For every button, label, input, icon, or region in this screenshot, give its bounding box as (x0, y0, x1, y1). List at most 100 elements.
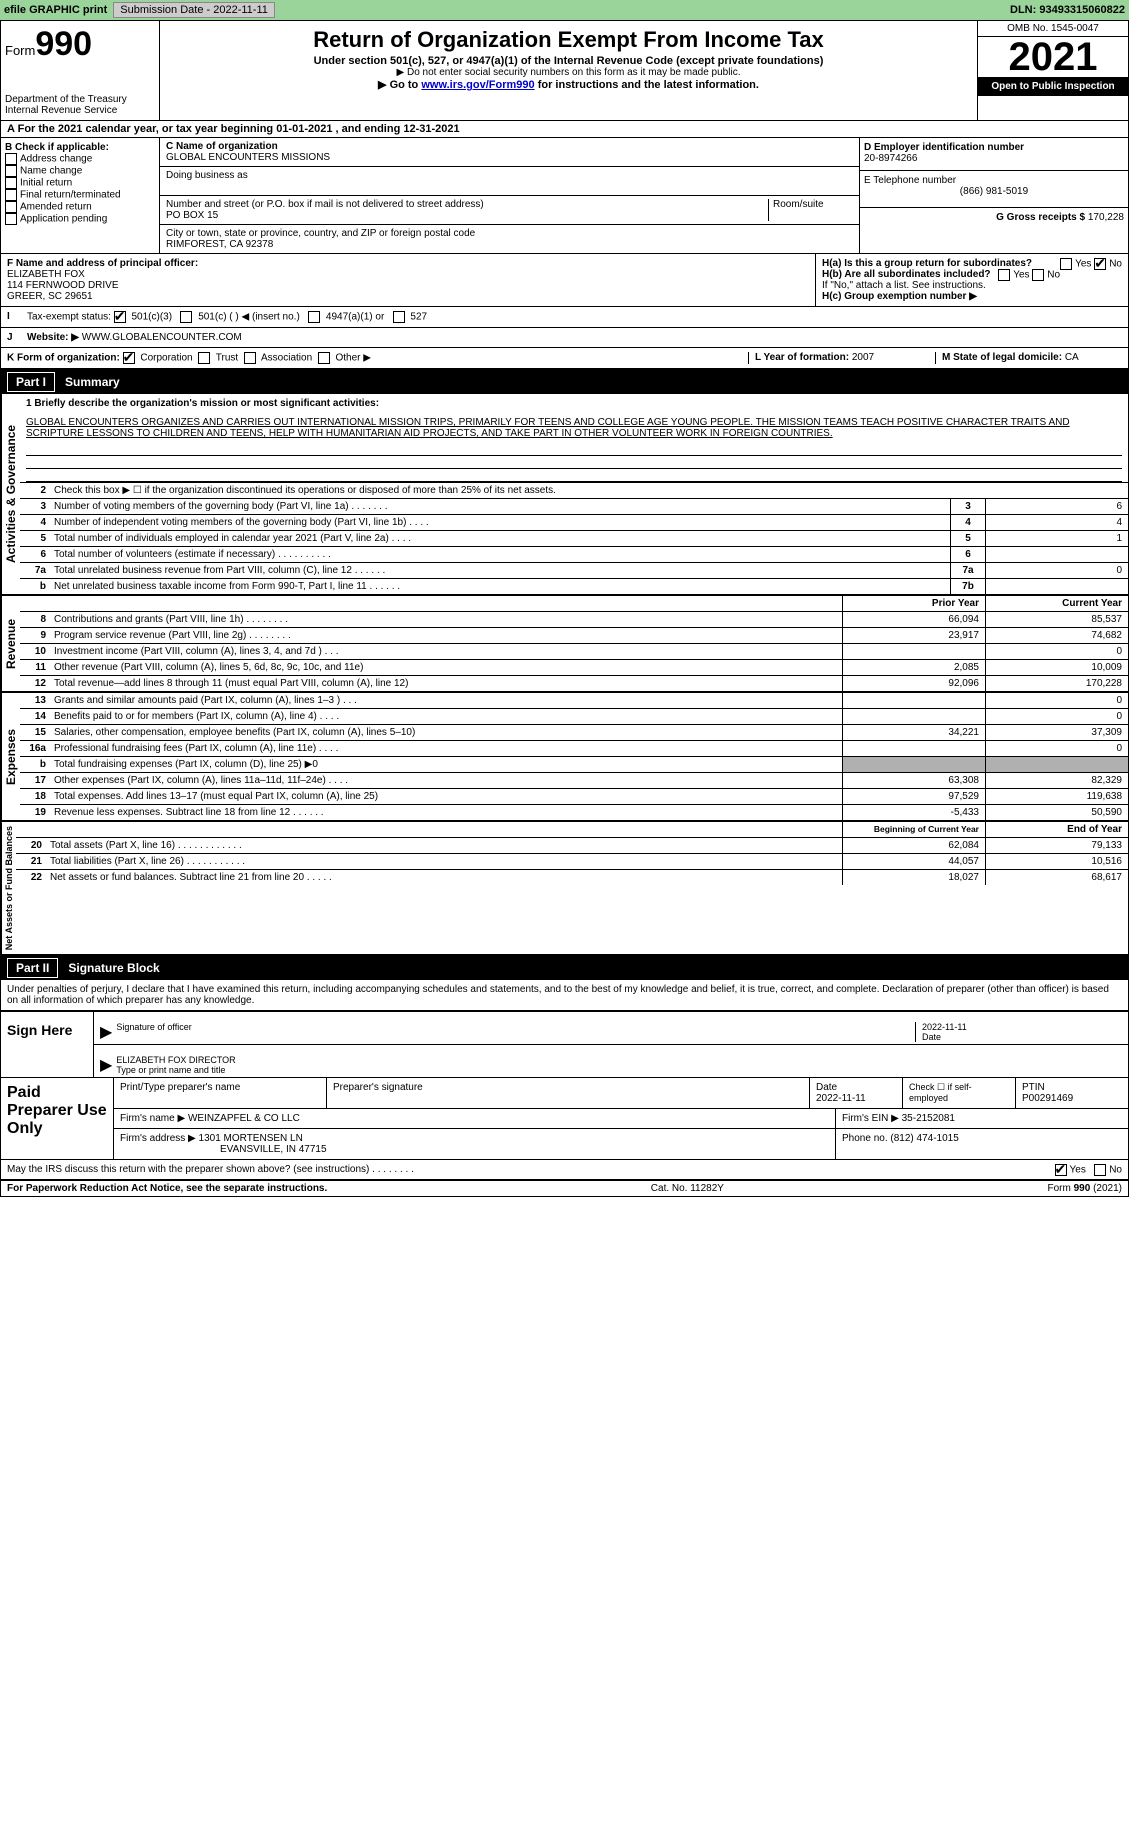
check-label: Initial return (20, 178, 72, 189)
line-desc: Grants and similar amounts paid (Part IX… (50, 693, 842, 708)
ptin-value: P00291469 (1022, 1093, 1122, 1104)
check-4947[interactable] (308, 311, 320, 323)
line-num: 4 (20, 515, 50, 530)
box-b: B Check if applicable: Address change Na… (1, 138, 160, 253)
line-num: 22 (16, 870, 46, 885)
hb-no-checkbox[interactable] (1032, 269, 1044, 281)
check-corp[interactable] (123, 352, 135, 364)
street-cell: Number and street (or P.O. box if mail i… (160, 196, 859, 225)
hc-label: H(c) Group exemption number ▶ (822, 291, 1122, 302)
line-desc: Salaries, other compensation, employee b… (50, 725, 842, 740)
sign-here-block: Sign Here ▶ Signature of officer 2022-11… (1, 1011, 1128, 1077)
city-value: RIMFOREST, CA 92378 (166, 239, 853, 250)
line-box: 4 (950, 515, 985, 530)
line-current: 10,009 (985, 660, 1128, 675)
line-desc: Total assets (Part X, line 16) . . . . .… (46, 838, 842, 853)
row-f-h: F Name and address of principal officer:… (1, 254, 1128, 307)
submission-date-button[interactable]: Submission Date - 2022-11-11 (113, 2, 275, 18)
netassets-label: Net Assets or Fund Balances (1, 822, 16, 954)
line-current: 50,590 (985, 805, 1128, 820)
ha-no-checkbox[interactable] (1094, 258, 1106, 270)
form-label: Form (5, 43, 35, 58)
irs-link[interactable]: www.irs.gov/Form990 (421, 79, 534, 91)
line-desc: Revenue less expenses. Subtract line 18 … (50, 805, 842, 820)
box-f: F Name and address of principal officer:… (1, 254, 816, 306)
line-desc: Benefits paid to or for members (Part IX… (50, 709, 842, 724)
check-other[interactable] (318, 352, 330, 364)
line-prior (842, 693, 985, 708)
sign-here-label: Sign Here (1, 1012, 94, 1077)
line-desc: Net unrelated business taxable income fr… (50, 579, 950, 594)
gross-receipts-label: G Gross receipts $ (996, 212, 1085, 223)
check-initial-return[interactable]: Initial return (5, 177, 155, 189)
check-amended[interactable]: Amended return (5, 201, 155, 213)
line-prior-shaded (842, 757, 985, 772)
entity-block: B Check if applicable: Address change Na… (1, 138, 1128, 254)
mission-label: 1 Briefly describe the organization's mi… (20, 394, 1128, 413)
col-prior-header: Prior Year (842, 596, 985, 611)
discuss-yes-checkbox[interactable] (1055, 1164, 1067, 1176)
line-prior: 92,096 (842, 676, 985, 691)
check-label: Amended return (20, 202, 92, 213)
footer-mid: Cat. No. 11282Y (651, 1183, 724, 1194)
line-prior (842, 741, 985, 756)
yes-label: Yes (1070, 1165, 1086, 1176)
check-501c3[interactable] (114, 311, 126, 323)
line-desc: Total fundraising expenses (Part IX, col… (50, 757, 842, 772)
hb-yes-checkbox[interactable] (998, 269, 1010, 281)
arrow-icon: ▶ (100, 1022, 112, 1042)
irs-label: Internal Revenue Service (5, 105, 155, 116)
check-application-pending[interactable]: Application pending (5, 213, 155, 225)
form-990-container: Form990 Department of the Treasury Inter… (0, 20, 1129, 1197)
officer-label: F Name and address of principal officer: (7, 258, 809, 269)
check-assoc[interactable] (244, 352, 256, 364)
ha-row: H(a) Is this a group return for subordin… (822, 258, 1122, 269)
yes-label: Yes (1075, 259, 1091, 270)
sig-date-label: Date (922, 1032, 1122, 1042)
efile-top-bar: efile GRAPHIC print Submission Date - 20… (0, 0, 1129, 20)
opt-trust: Trust (216, 353, 238, 364)
line-val (985, 579, 1128, 594)
city-label: City or town, state or province, country… (166, 228, 853, 239)
box-d-e-g: D Employer identification number 20-8974… (860, 138, 1128, 253)
line-prior: 44,057 (842, 854, 985, 869)
check-name-change[interactable]: Name change (5, 165, 155, 177)
form-number: 990 (35, 25, 92, 63)
ha-yes-checkbox[interactable] (1060, 258, 1072, 270)
firm-addr-value2: EVANSVILLE, IN 47715 (220, 1144, 327, 1155)
part1-header: Part I Summary (1, 370, 1128, 394)
expenses-label: Expenses (1, 693, 20, 820)
line-prior (842, 709, 985, 724)
line-desc: Professional fundraising fees (Part IX, … (50, 741, 842, 756)
line-a-calendar: A For the 2021 calendar year, or tax yea… (1, 121, 1128, 138)
no-label: No (1109, 259, 1122, 270)
prep-name-header: Print/Type preparer's name (114, 1078, 327, 1108)
discuss-no-checkbox[interactable] (1094, 1164, 1106, 1176)
row-k-l-m: K Form of organization: Corporation Trus… (1, 348, 1128, 370)
line-current: 82,329 (985, 773, 1128, 788)
line-val (985, 547, 1128, 562)
opt-501c: 501(c) ( ) ◀ (insert no.) (198, 312, 300, 323)
footer-form-num: 990 (1074, 1183, 1091, 1194)
line-prior: 2,085 (842, 660, 985, 675)
line-desc: Number of independent voting members of … (50, 515, 950, 530)
box-h: H(a) Is this a group return for subordin… (816, 254, 1128, 306)
line-desc: Other revenue (Part VIII, column (A), li… (50, 660, 842, 675)
officer-name-title: ELIZABETH FOX DIRECTOR (116, 1055, 235, 1065)
line-val: 4 (985, 515, 1128, 530)
line-prior: 63,308 (842, 773, 985, 788)
check-527[interactable] (393, 311, 405, 323)
line-current: 68,617 (985, 870, 1128, 885)
line-val: 0 (985, 563, 1128, 578)
form-title: Return of Organization Exempt From Incom… (164, 27, 973, 53)
line-a-text: For the 2021 calendar year, or tax year … (18, 123, 460, 135)
line-num: b (20, 757, 50, 772)
check-final-return[interactable]: Final return/terminated (5, 189, 155, 201)
line-prior: 66,094 (842, 612, 985, 627)
check-501c[interactable] (180, 311, 192, 323)
line-desc: Total revenue—add lines 8 through 11 (mu… (50, 676, 842, 691)
open-to-public: Open to Public Inspection (978, 77, 1128, 96)
check-trust[interactable] (198, 352, 210, 364)
check-address-change[interactable]: Address change (5, 153, 155, 165)
sig-date-value: 2022-11-11 (922, 1022, 1122, 1032)
